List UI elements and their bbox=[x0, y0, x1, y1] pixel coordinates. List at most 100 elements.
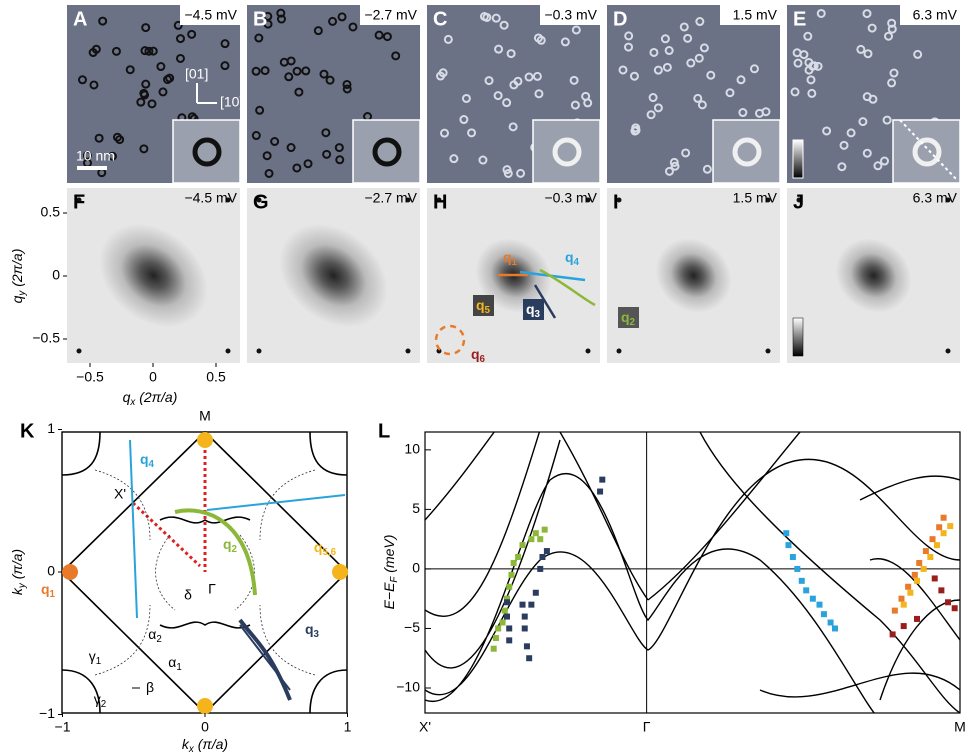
data-point bbox=[900, 601, 907, 608]
label-sub: 2 bbox=[630, 317, 636, 328]
y-tick-label: 0 bbox=[52, 267, 60, 283]
impurity bbox=[173, 20, 183, 30]
y-tick-label: −5 bbox=[404, 619, 420, 635]
impurity bbox=[499, 20, 509, 30]
data-point bbox=[945, 599, 952, 606]
impurity bbox=[695, 17, 705, 27]
q-label-bg bbox=[473, 295, 494, 316]
label-main: β bbox=[146, 679, 154, 695]
y-tick-label: −1 bbox=[39, 705, 55, 721]
impurity bbox=[322, 149, 332, 159]
bragg-peak bbox=[945, 348, 951, 354]
data-point bbox=[528, 601, 535, 608]
impurity bbox=[913, 49, 923, 59]
bragg-peak bbox=[76, 348, 82, 354]
label-unit: (π/a) bbox=[194, 736, 228, 752]
impurity bbox=[165, 73, 175, 83]
impurity bbox=[342, 79, 352, 89]
impurity bbox=[793, 58, 803, 68]
inset-feature bbox=[372, 137, 402, 167]
bragg-peak bbox=[76, 197, 82, 203]
impurity bbox=[889, 68, 899, 78]
impurity bbox=[856, 44, 866, 54]
impurity bbox=[319, 69, 329, 79]
impurity bbox=[91, 44, 101, 54]
impurity bbox=[516, 168, 526, 178]
impurity bbox=[702, 164, 712, 174]
bragg-peak bbox=[225, 348, 231, 354]
data-point bbox=[832, 625, 839, 632]
impurity bbox=[887, 24, 897, 34]
impurity bbox=[111, 46, 121, 56]
bragg-peak bbox=[436, 197, 442, 203]
data-point bbox=[951, 605, 958, 612]
data-point bbox=[936, 524, 943, 531]
impurity bbox=[251, 66, 261, 76]
label-sub: 5 bbox=[485, 305, 491, 316]
label-sub: 4 bbox=[149, 459, 155, 470]
impurity bbox=[443, 34, 453, 44]
y-axis-label: ky (π/a) bbox=[9, 549, 28, 595]
panel-letter: E bbox=[793, 8, 806, 30]
impurity bbox=[141, 79, 151, 89]
data-point bbox=[916, 559, 923, 566]
direction-arrows bbox=[196, 83, 217, 104]
impurity bbox=[725, 88, 735, 98]
data-point bbox=[898, 595, 905, 602]
impurity bbox=[292, 163, 302, 173]
impurity bbox=[502, 98, 512, 108]
data-point bbox=[940, 530, 947, 537]
x-axis-label: qx (2π/a) bbox=[123, 389, 178, 408]
impurity bbox=[662, 62, 672, 72]
label-sub: 2 bbox=[101, 699, 106, 710]
q-label: q1 bbox=[503, 249, 518, 268]
bragg-peak bbox=[796, 197, 802, 203]
impurity bbox=[749, 64, 759, 74]
impurity bbox=[263, 19, 273, 29]
data-point bbox=[820, 611, 827, 618]
label-unit: (meV) bbox=[381, 535, 397, 577]
cut-line bbox=[899, 119, 958, 181]
impurity bbox=[694, 53, 704, 63]
data-point bbox=[519, 601, 526, 608]
fft-center bbox=[99, 223, 208, 328]
impurity bbox=[683, 33, 693, 43]
impurity bbox=[858, 117, 868, 127]
q-label: q2 bbox=[621, 309, 636, 328]
energy-label: 6.3 mV bbox=[913, 7, 958, 23]
energy-label: 1.5 mV bbox=[733, 190, 778, 206]
bragg-peak bbox=[616, 197, 622, 203]
x-tick-label: M bbox=[954, 719, 966, 735]
data-point bbox=[785, 542, 792, 549]
data-point bbox=[798, 577, 805, 584]
bragg-peak bbox=[256, 197, 262, 203]
impurity bbox=[887, 18, 897, 28]
label-main: q bbox=[223, 536, 232, 552]
energy-box bbox=[360, 5, 420, 25]
label-unit: (2π/a) bbox=[135, 389, 177, 405]
impurity bbox=[862, 92, 872, 102]
impurity bbox=[478, 155, 488, 165]
impurity bbox=[816, 8, 826, 18]
data-point bbox=[891, 607, 898, 614]
impurity bbox=[77, 75, 87, 85]
data-point bbox=[827, 619, 834, 626]
impurity bbox=[681, 148, 691, 158]
impurity bbox=[187, 29, 197, 39]
data-point bbox=[499, 619, 506, 626]
x-tick-label: −1 bbox=[55, 719, 71, 735]
colorbar bbox=[792, 139, 804, 179]
data-point bbox=[900, 623, 907, 630]
data-point bbox=[519, 542, 526, 549]
impurity bbox=[571, 25, 581, 35]
impurity bbox=[440, 128, 450, 138]
impurity bbox=[839, 140, 849, 150]
inset bbox=[172, 119, 241, 184]
data-point bbox=[889, 631, 896, 638]
y-tick-label: 10 bbox=[404, 441, 420, 457]
energy-label: −0.3 mV bbox=[544, 7, 597, 23]
data-point bbox=[532, 589, 539, 596]
impurity bbox=[337, 12, 347, 22]
energy-label: 6.3 mV bbox=[913, 190, 958, 206]
panel-letter: L bbox=[378, 420, 390, 442]
